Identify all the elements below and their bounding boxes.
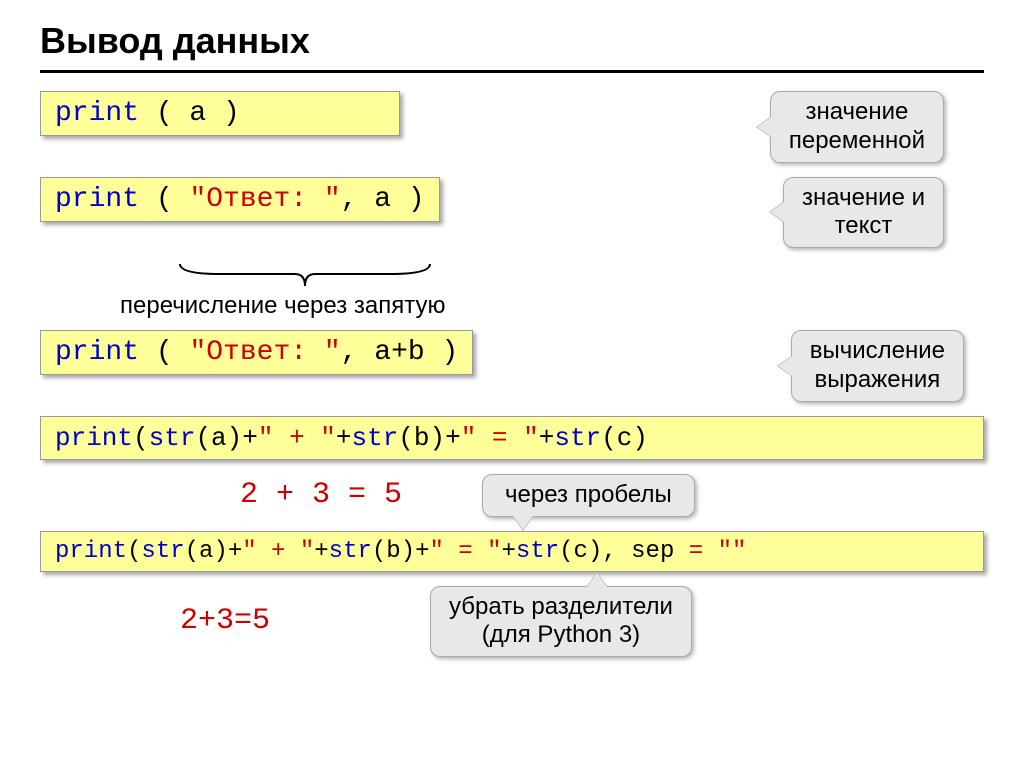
brace-caption: перечисление через запятую <box>120 292 984 320</box>
keyword: print <box>55 98 139 129</box>
code-text: (a)+ <box>195 423 257 453</box>
callout-tail <box>587 573 607 587</box>
callout-tail <box>778 356 792 376</box>
example-row-5: print(str(a)+" + "+str(b)+" = "+str(c), … <box>40 531 984 572</box>
fn: str <box>149 423 196 453</box>
example-row-4: print(str(a)+" + "+str(b)+" = "+str(c) <box>40 416 984 460</box>
result-row-2: 2+3=5 убрать разделители (для Python 3) <box>40 586 984 658</box>
string-literal: "Ответ: " <box>189 337 340 368</box>
result-expression-2: 2+3=5 <box>180 604 270 638</box>
code-text: (b)+ <box>372 538 430 565</box>
code-text: , a+b ) <box>341 337 459 368</box>
code-text: (a)+ <box>185 538 243 565</box>
page-title: Вывод данных <box>40 20 984 62</box>
callout-tail <box>513 516 533 530</box>
callout-tail <box>770 202 784 222</box>
code-text: (b)+ <box>398 423 460 453</box>
code-text: , a ) <box>341 184 425 215</box>
string-literal: "" <box>718 538 747 565</box>
string-literal: " + " <box>242 538 314 565</box>
brace-annotation: перечисление через запятую <box>100 262 984 320</box>
fn: str <box>351 423 398 453</box>
example-row-1: print ( a ) значение переменной <box>40 91 984 163</box>
callout-expression: вычисление выражения <box>791 330 964 402</box>
callout-text: вычисление выражения <box>810 337 945 393</box>
title-underline <box>40 70 984 73</box>
string-literal: " = " <box>430 538 502 565</box>
fn: str <box>329 538 372 565</box>
keyword: print <box>55 337 139 368</box>
code-text: + <box>336 423 352 453</box>
callout-tail <box>757 117 771 137</box>
keyword: print <box>55 538 127 565</box>
string-literal: " + " <box>258 423 336 453</box>
keyword: print <box>55 423 133 453</box>
example-row-3: print ( "Ответ: ", a+b ) вычисление выра… <box>40 330 984 402</box>
code-box-1: print ( a ) <box>40 91 400 136</box>
code-text: ( <box>127 538 141 565</box>
callout-text: значение переменной <box>789 98 925 154</box>
code-text: ( a ) <box>139 98 240 129</box>
string-literal: "Ответ: " <box>189 184 340 215</box>
curly-brace-icon <box>100 262 500 292</box>
code-box-5: print(str(a)+" + "+str(b)+" = "+str(c), … <box>40 531 984 572</box>
code-text: ( <box>133 423 149 453</box>
example-row-2: print ( "Ответ: ", a ) значение и текст <box>40 177 984 249</box>
code-box-2: print ( "Ответ: ", a ) <box>40 177 440 222</box>
op: = <box>674 538 717 565</box>
code-text: + <box>502 538 516 565</box>
code-text: ( <box>139 337 189 368</box>
keyword: print <box>55 184 139 215</box>
code-text: (c), sep <box>559 538 674 565</box>
fn: str <box>516 538 559 565</box>
code-text: + <box>539 423 555 453</box>
result-row-1: 2 + 3 = 5 через пробелы <box>40 474 984 517</box>
fn: str <box>554 423 601 453</box>
code-box-4: print(str(a)+" + "+str(b)+" = "+str(c) <box>40 416 984 460</box>
callout-var-value: значение переменной <box>770 91 944 163</box>
code-text: + <box>314 538 328 565</box>
callout-separator: убрать разделители (для Python 3) <box>430 586 692 658</box>
fn: str <box>141 538 184 565</box>
callout-text: убрать разделители (для Python 3) <box>449 593 673 649</box>
callout-text: значение и текст <box>802 184 925 240</box>
code-text: ( <box>139 184 189 215</box>
callout-value-text: значение и текст <box>783 177 944 249</box>
callout-text: через пробелы <box>505 481 672 508</box>
string-literal: " = " <box>461 423 539 453</box>
callout-spaces: через пробелы <box>482 474 695 517</box>
code-box-3: print ( "Ответ: ", a+b ) <box>40 330 473 375</box>
code-text: (c) <box>601 423 648 453</box>
result-expression-1: 2 + 3 = 5 <box>240 478 402 512</box>
